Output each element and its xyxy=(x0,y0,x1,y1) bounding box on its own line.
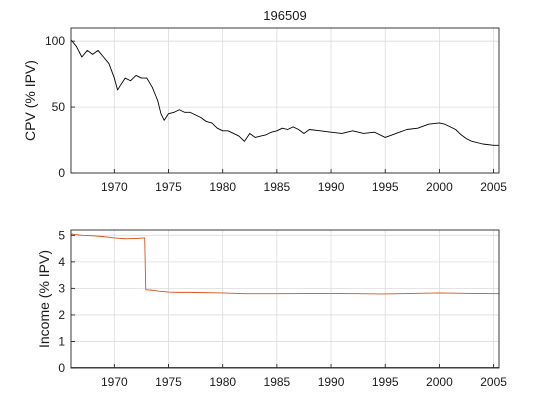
x-tick-label: 1985 xyxy=(264,375,291,389)
y-tick-label: 2 xyxy=(58,308,65,322)
axes-frame xyxy=(70,27,500,174)
series-line-0 xyxy=(70,39,499,146)
x-tick-label: 2005 xyxy=(480,375,507,389)
y-tick-label: 1 xyxy=(58,334,65,348)
y-axis-label: Income (% IPV) xyxy=(36,250,52,348)
y-tick-label: 50 xyxy=(52,100,66,114)
y-tick-label: 4 xyxy=(58,255,65,269)
plot-area xyxy=(71,28,499,173)
x-tick-label: 1980 xyxy=(209,375,236,389)
x-tick-label: 1990 xyxy=(318,375,345,389)
y-tick-label: 0 xyxy=(58,361,65,375)
income-panel: 1970 1975 1980 1985 1990 1995 2000 2005 0 1 2 3 4 5 In… xyxy=(36,228,507,389)
x-tick-label: 1995 xyxy=(372,180,399,194)
y-tick-label: 0 xyxy=(58,166,65,180)
y-axis-label: CPV (% IPV) xyxy=(22,60,38,141)
x-tick-label: 1990 xyxy=(318,180,345,194)
x-tick-label: 1985 xyxy=(264,180,291,194)
x-tick-label: 1980 xyxy=(209,180,236,194)
axes-frame xyxy=(70,229,500,369)
x-tick-label: 1975 xyxy=(155,375,182,389)
chart-title: 196509 xyxy=(263,8,306,23)
cpv-panel: 1970 1975 1980 1985 1990 1995 2000 2005 0 50 100 CP… xyxy=(22,8,507,194)
series-line-0 xyxy=(70,233,500,295)
x-tick-label: 1970 xyxy=(101,375,128,389)
x-tick-label: 1995 xyxy=(372,375,399,389)
x-tick-label: 1970 xyxy=(101,180,128,194)
y-tick-label: 3 xyxy=(58,281,65,295)
x-tick-label: 2000 xyxy=(426,375,453,389)
plot-area xyxy=(71,230,499,368)
x-tick-label: 1975 xyxy=(155,180,182,194)
x-tick-label: 2005 xyxy=(480,180,507,194)
y-tick-label: 100 xyxy=(45,34,65,48)
x-tick-label: 2000 xyxy=(426,180,453,194)
y-tick-label: 5 xyxy=(58,228,65,242)
